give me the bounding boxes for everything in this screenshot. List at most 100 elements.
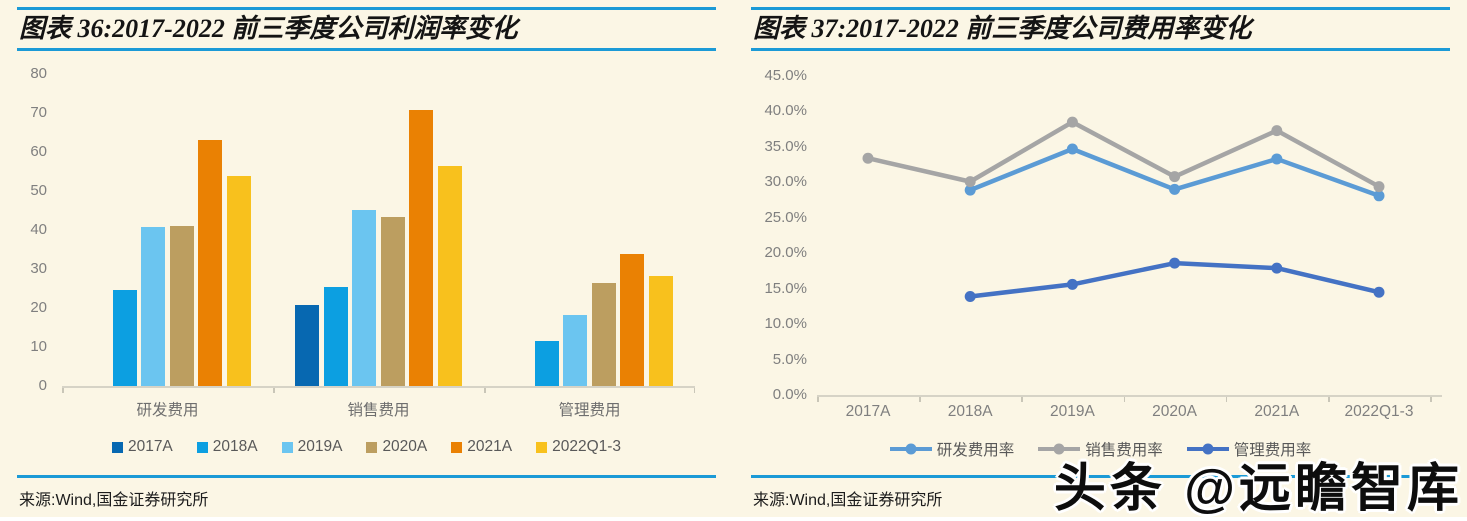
panel-profit-chart: 图表 36:2017-2022 前三季度公司利润率变化 0 10 20 30 40 50 6…	[17, 0, 716, 510]
panel-expense-ratio-chart: 图表 37:2017-2022 前三季度公司费用率变化 0.0% 5.0% 10.0…	[751, 0, 1450, 510]
y-tick-label: 15.0%	[764, 279, 807, 297]
line-yaxis: 0.0% 5.0% 10.0% 15.0% 20.0% 25.0% 30.0% 35.0% 40…	[751, 51, 807, 475]
legend-dot-icon	[905, 443, 917, 455]
y-tick-label: 5.0%	[772, 350, 807, 368]
x-axis-tick	[1021, 397, 1023, 402]
y-tick-label: 60	[30, 143, 47, 160]
y-tick-label: 30.0%	[764, 173, 807, 191]
data-point-销售费用率	[1373, 181, 1385, 193]
legend-swatch-icon	[196, 441, 208, 453]
title-top-rule	[751, 7, 1450, 10]
bar-2020A	[380, 216, 405, 386]
source-text: 来源:Wind,国金证券研究所	[753, 492, 943, 509]
legend-item-2017A: 2017A	[111, 438, 173, 456]
x-axis-tick	[1123, 397, 1126, 402]
y-tick-label: 20	[30, 299, 47, 316]
legend-line-icon	[889, 443, 932, 455]
x-axis-tick	[1328, 397, 1330, 402]
y-tick-label: 25.0%	[764, 208, 807, 226]
source-rule	[751, 475, 1450, 478]
legend-item-2021A: 2021A	[451, 438, 512, 456]
data-point-销售费用率	[1271, 125, 1283, 137]
legend-item-销售费用率: 销售费用率	[1038, 438, 1163, 460]
y-tick-label: 10.0%	[764, 315, 807, 333]
x-axis-tick	[919, 397, 921, 402]
legend-label: 2021A	[467, 438, 513, 455]
bar-2019A	[563, 314, 588, 386]
bar-2020A	[591, 283, 616, 386]
legend-line-icon	[1038, 443, 1081, 455]
data-point-研发费用率	[964, 184, 976, 196]
y-tick-label: 80	[30, 65, 47, 82]
title-bottom-rule	[751, 48, 1450, 51]
chart36-title: 图表 36:2017-2022 前三季度公司利润率变化	[19, 14, 518, 43]
line-xaxis-labels: 2017A 2018A 2019A 2020A 2021A 2022Q1-3	[817, 403, 1442, 423]
bar-category-labels: 研发费用 销售费用 管理费用	[62, 398, 695, 420]
category-label: 销售费用	[347, 402, 410, 419]
data-point-管理费用率	[964, 290, 976, 302]
y-tick-label: 35.0%	[764, 137, 807, 155]
x-axis-tick	[693, 388, 695, 393]
bar-2021A	[198, 139, 223, 386]
data-point-销售费用率	[862, 152, 874, 164]
x-axis-tick	[62, 388, 64, 393]
legend-label: 管理费用率	[1233, 442, 1312, 459]
data-point-销售费用率	[964, 176, 976, 188]
legend-label: 研发费用率	[936, 442, 1015, 459]
bar-2022Q1-3	[226, 176, 251, 386]
bar-2017A	[295, 304, 320, 386]
data-point-研发费用率	[1066, 143, 1078, 155]
bar-2019A	[141, 227, 166, 386]
legend-item-2020A: 2020A	[366, 438, 427, 456]
bar-2020A	[169, 226, 194, 386]
category-label: 研发费用	[136, 402, 199, 419]
bar-2021A	[620, 253, 645, 386]
legend-label: 2017A	[127, 438, 173, 455]
data-point-研发费用率	[1271, 153, 1283, 165]
category-label: 管理费用	[558, 402, 621, 419]
legend-swatch-icon	[111, 441, 123, 453]
y-tick-label: 70	[30, 104, 47, 121]
bar-yaxis: 0 10 20 30 40 50 60 70 80	[17, 51, 47, 475]
legend-label: 2020A	[382, 438, 428, 455]
legend-item-2018A: 2018A	[196, 438, 258, 456]
legend-item-管理费用率: 管理费用率	[1186, 438, 1312, 460]
x-tick-label: 2022Q1-3	[1344, 403, 1414, 420]
legend-item-研发费用率: 研发费用率	[889, 438, 1015, 460]
legend-swatch-icon	[366, 441, 378, 453]
bar-chart: 0 10 20 30 40 50 60 70 80 研发费用 销售费用 管理费用 2017A 2018…	[17, 51, 716, 475]
bar-2022Q1-3	[648, 275, 673, 386]
legend-item-2022Q1-3: 2022Q1-3	[536, 438, 621, 456]
bar-group-销售费用	[273, 74, 484, 386]
legend-swatch-icon	[536, 441, 548, 453]
line-series-销售费用率	[867, 119, 1381, 189]
line-legend: 研发费用率 销售费用率 管理费用率	[751, 438, 1450, 460]
x-axis-tick	[817, 397, 819, 402]
y-tick-label: 0.0%	[772, 386, 807, 403]
y-tick-label: 45.0%	[764, 67, 807, 84]
data-point-管理费用率	[1169, 257, 1181, 269]
x-axis-tick	[273, 388, 275, 393]
legend-swatch-icon	[281, 441, 293, 453]
x-tick-label: 2018A	[947, 403, 993, 420]
bar-2018A	[112, 290, 137, 386]
bar-group-研发费用	[62, 74, 273, 386]
legend-item-2019A: 2019A	[281, 438, 342, 456]
data-point-销售费用率	[1169, 171, 1181, 183]
bar-2018A	[534, 340, 559, 386]
x-tick-label: 2017A	[845, 403, 891, 420]
bar-group-管理费用	[484, 74, 695, 386]
bar-2021A	[409, 109, 434, 386]
x-tick-label: 2020A	[1152, 403, 1198, 420]
legend-label: 2018A	[212, 438, 258, 455]
legend-line-icon	[1186, 443, 1229, 455]
x-tick-label: 2021A	[1254, 403, 1300, 420]
y-tick-label: 20.0%	[764, 244, 807, 262]
data-point-管理费用率	[1373, 286, 1385, 298]
y-tick-label: 30	[30, 260, 47, 277]
x-axis-tick	[1225, 397, 1228, 402]
legend-dot-icon	[1202, 443, 1214, 455]
source-rule	[17, 475, 716, 478]
bar-2022Q1-3	[437, 166, 462, 386]
